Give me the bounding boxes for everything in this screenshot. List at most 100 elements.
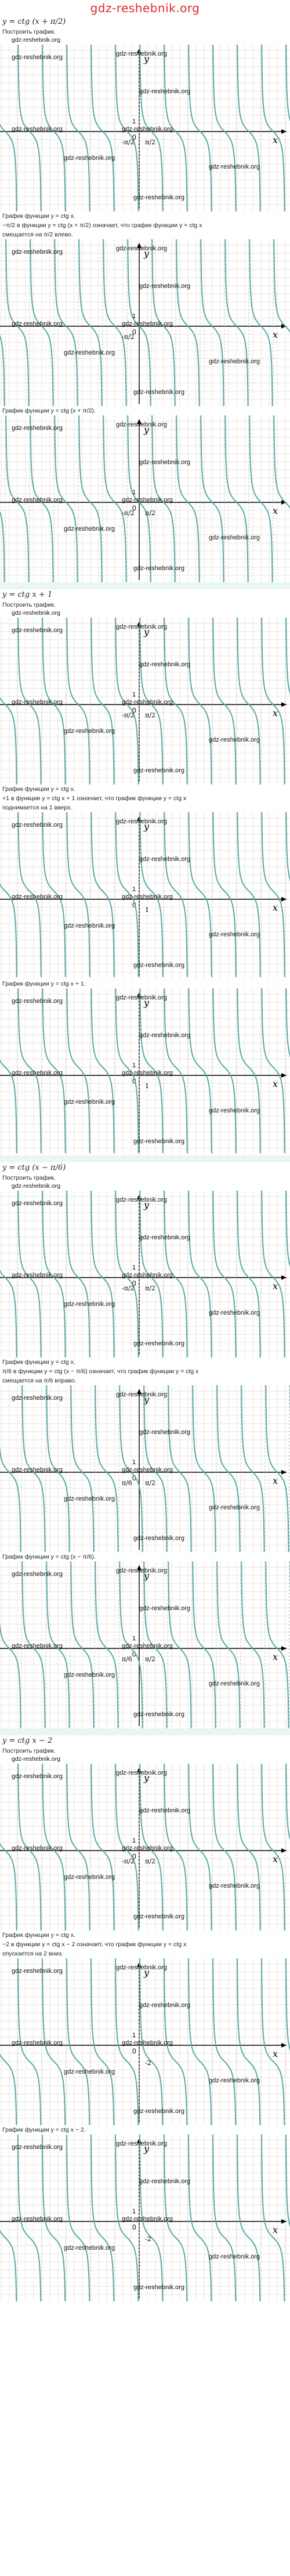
cotangent-branch [139,1958,164,2125]
y-axis-label: y [143,1394,150,1405]
cotangent-branch [265,1385,289,1552]
cotangent-branch [188,2134,212,2301]
explanation-text: График функции y = ctg x. [2,786,75,793]
instruction-text: Построить график. [2,1174,56,1181]
cotangent-branch [285,1958,290,2052]
watermark: gdz-reshebnik.org [116,1769,168,1776]
y-axis-label: y [143,1967,150,1978]
cotangent-branch [216,1385,241,1552]
origin-label: 0 [132,2047,136,2055]
cotangent-branch [164,1958,188,2125]
cotangent-graph: x y 0 -π/2 π/2 1 gdz-reshebnik.org gdz-reshebni… [0,45,290,211]
graph-canvas: x y 0-π/2 1 [0,239,290,406]
cotangent-branch [265,1561,289,1728]
cotangent-branch [115,45,139,211]
cotangent-branch [115,988,139,1154]
site-header[interactable]: gdz-reshebnik.org [90,1,200,15]
watermark: gdz-reshebnik.org [116,1196,168,1203]
cotangent-branch [42,618,66,785]
cotangent-branch [176,239,200,406]
y-axis-label: y [143,424,150,435]
cotangent-branch [0,1059,17,1154]
watermark: gdz-reshebnik.org [133,565,185,572]
cotangent-branch [139,618,164,785]
cotangent-branch [164,812,188,977]
origin-label: 0 [132,901,136,909]
cotangent-branch [119,1385,143,1552]
watermark: gdz-reshebnik.org [12,1395,63,1402]
watermark: gdz-reshebnik.org [12,425,63,432]
watermark-row: gdz-reshebnik.org [0,1183,290,1191]
cotangent-branch [54,239,78,406]
watermark: gdz-reshebnik.org [139,1032,191,1039]
cotangent-branch [237,618,261,785]
section-divider [0,1155,290,1162]
cotangent-branch [115,618,139,785]
origin-label: 0 [132,1852,136,1860]
watermark: gdz-reshebnik.org [12,320,63,327]
cotangent-branch [66,1191,90,1358]
watermark: gdz-reshebnik.org [139,283,191,290]
cotangent-branch [261,618,285,785]
cotangent-branch [224,415,249,582]
cotangent-branch [139,988,164,1154]
cotangent-branch [17,2134,42,2301]
cotangent-branch [212,1191,237,1358]
watermark: gdz-reshebnik.org [12,822,63,829]
y-axis-label: y [143,997,150,1008]
watermark: gdz-reshebnik.org [116,245,168,252]
cotangent-branch [164,1764,188,1931]
explanation-text: −π/2 в функции y = ctg (x + π/2) означае… [2,222,202,229]
x-axis-arrow [281,324,287,329]
cotangent-branch [17,1958,42,2125]
watermark-row: gdz-reshebnik.org [0,610,290,618]
cotangent-branch [164,618,188,785]
x-axis-arrow [281,897,287,902]
watermark: gdz-reshebnik.org [209,736,260,743]
x-axis-arrow [281,1470,287,1475]
cotangent-graph: x y 0 -π/2 π/2 1 gdz-reshebnik.org gdz-reshebni… [0,415,290,582]
cotangent-branch [17,1764,42,1931]
cotangent-branch [188,1958,212,2125]
cotangent-branch [164,2134,188,2301]
x-axis-arrow [281,1073,287,1078]
y-axis-label: y [143,2143,150,2154]
cotangent-branch [0,334,5,406]
cotangent-branch [237,45,261,211]
x-axis-arrow [281,702,287,707]
watermark: gdz-reshebnik.org [64,1672,115,1679]
cotangent-branch [176,415,200,582]
shift-tick-label: -π/2 [122,1858,135,1865]
cotangent-branch [90,988,115,1154]
watermark: gdz-reshebnik.org [133,962,185,969]
unit-label: 1 [132,2032,136,2039]
cotangent-branch [5,239,30,406]
watermark: gdz-reshebnik.org [64,2245,115,2252]
cotangent-branch [90,812,115,977]
cotangent-branch [42,1958,66,2125]
shift-tick-label: -π/2 [122,1285,135,1292]
cotangent-branch [212,1764,237,1931]
cotangent-branch [115,1958,139,2125]
unit-label: 1 [132,118,136,125]
cotangent-branch [21,1385,46,1552]
cotangent-branch [42,988,66,1154]
cotangent-branch [0,1842,17,1931]
cotangent-graph: x y 0 -π/2 1 gdz-reshebnik.org gdz-reshebnik.o… [0,239,290,406]
watermark: gdz-reshebnik.org [209,163,260,170]
result-caption: График функции y = ctg x − 2. [2,2126,86,2133]
origin-label: 0 [132,504,136,512]
cotangent-branch [17,45,42,211]
cotangent-branch [261,1764,285,1931]
section-divider [0,582,290,589]
document-body: y = ctg (x + π/2) Построить график. gdz-re… [0,16,290,2301]
cotangent-branch [30,239,54,406]
watermark: gdz-reshebnik.org [139,1234,191,1241]
cotangent-branch [224,239,249,406]
watermark: gdz-reshebnik.org [64,2068,115,2075]
origin-label: 0 [132,2223,136,2231]
cotangent-branch [17,812,42,977]
unit-label: 1 [132,1459,136,1466]
watermark: gdz-reshebnik.org [64,155,115,162]
cotangent-branch [143,1561,168,1728]
